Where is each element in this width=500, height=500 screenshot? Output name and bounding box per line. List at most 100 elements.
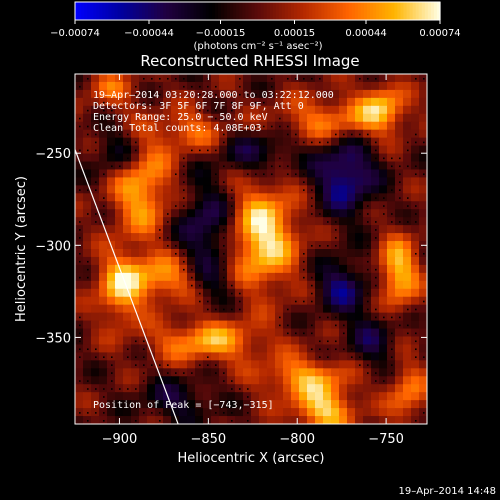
contour-mark [183,268,185,271]
heatmap-cell [243,272,252,282]
contour-mark [327,356,329,358]
heatmap-cell [299,320,308,330]
heatmap-cell [251,81,260,91]
heatmap-cell [379,241,388,250]
heatmap-cell [99,336,108,346]
heatmap-cell [219,169,228,179]
heatmap-cell [91,256,100,266]
contour-mark [79,412,81,414]
contour-mark [415,252,417,255]
heatmap-cell [323,185,332,194]
heatmap-cell [387,225,396,234]
contour-mark [223,308,225,311]
heatmap-cell [203,161,212,171]
contour-mark [239,77,241,80]
colorbar-tick-label: −0.00015 [196,28,246,39]
contour-mark [231,308,233,311]
contour-mark [287,165,289,168]
heatmap-cell [323,177,332,186]
heatmap-cell [235,336,244,346]
heatmap-cell [211,153,220,163]
heatmap-cell [227,352,236,361]
contour-mark [199,300,201,303]
heatmap-cell [299,153,308,163]
heatmap-cell [179,225,188,234]
heatmap-cell [131,344,140,354]
heatmap-cell [411,272,420,282]
contour-mark [367,205,369,207]
heatmap-cell [371,400,380,409]
colorbar: −0.00074 −0.00044 −0.00015 0.00015 0.00044 0.… [50,1,461,52]
heatmap-cell [275,249,284,258]
colorbar-cell [227,2,231,20]
contour-mark [255,125,257,128]
contour-mark [103,173,105,176]
contour-mark [247,388,249,390]
contour-mark [351,356,353,358]
heatmap-cell [163,256,172,266]
heatmap-cell [115,400,124,409]
heatmap-cell [107,129,116,139]
heatmap-cell [347,233,356,242]
heatmap-cell [243,105,252,115]
heatmap-cell [259,89,268,99]
heatmap-cell [235,249,244,258]
heatmap-cell [219,344,228,354]
heatmap-cell [203,193,212,202]
heatmap-cell [267,153,276,163]
heatmap-cell [123,256,132,266]
heatmap-cell [235,137,244,147]
heatmap-cell [179,296,188,306]
heatmap-cell [219,74,228,83]
heatmap-cell [107,201,116,210]
heatmap-cell [123,360,132,369]
heatmap-cell [315,360,324,369]
heatmap-cell [99,177,108,186]
heatmap-cell [331,360,340,369]
contour-mark [367,292,369,295]
heatmap-cell [307,336,316,346]
heatmap-cell [307,177,316,186]
heatmap-cell [243,113,252,123]
heatmap-cell [347,201,356,210]
heatmap-cell [299,217,308,226]
contour-mark [375,77,377,80]
contour-mark [247,165,249,168]
heatmap-cell [203,328,212,338]
heatmap-cell [75,153,84,163]
heatmap-cell [195,328,204,338]
heatmap-cell [291,105,300,115]
heatmap-cell [227,296,236,306]
contour-mark [255,173,257,176]
heatmap-cell [419,344,427,354]
contour-mark [271,125,273,128]
annotation-time-range: 19–Apr–2014 03:20:28.000 to 03:22:12.000 [93,90,334,101]
heatmap-cell [419,225,427,234]
colorbar-tick-label: 0.00044 [345,28,386,39]
heatmap-cell [139,121,148,131]
heatmap-cell [275,233,284,242]
heatmap-cell [163,161,172,171]
heatmap-cell [139,89,148,99]
heatmap-cell [179,217,188,226]
colorbar-cell [169,2,173,20]
heatmap-cell [243,328,252,338]
contour-mark [247,125,249,128]
heatmap-cell [187,336,196,346]
heatmap-cell [83,217,92,226]
heatmap-cell [179,336,188,346]
heatmap-cell [75,400,84,409]
heatmap-cell [147,177,156,186]
heatmap-cell [275,129,284,139]
heatmap-cell [83,137,92,147]
contour-mark [183,181,185,183]
heatmap-cell [131,249,140,258]
heatmap-cell [267,360,276,369]
heatmap-cell [395,137,404,147]
heatmap-cell [339,201,348,210]
heatmap-cell [379,320,388,330]
heatmap-cell [411,376,420,385]
heatmap-cell [211,336,220,346]
heatmap-cell [331,408,340,417]
heatmap-cell [179,344,188,354]
